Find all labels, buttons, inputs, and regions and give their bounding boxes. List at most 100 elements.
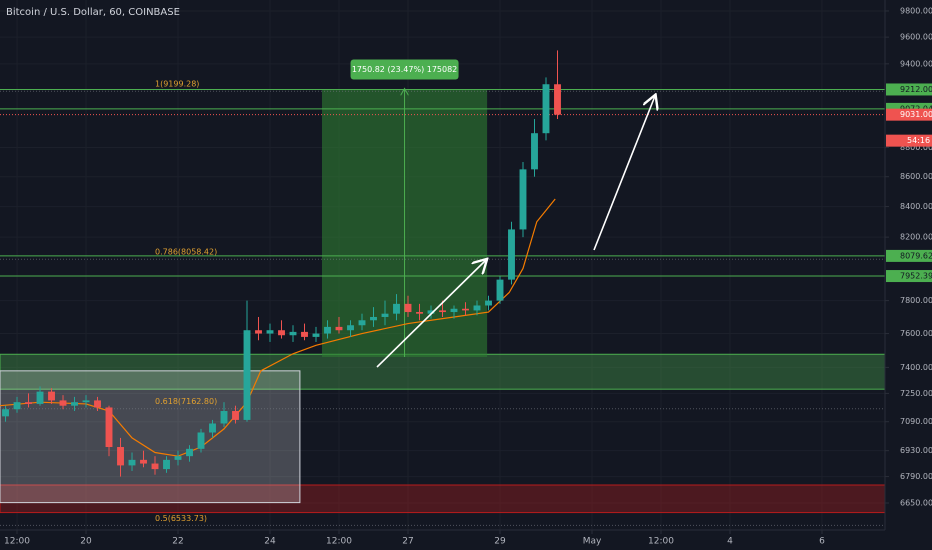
candle-body bbox=[128, 459, 136, 466]
y-tick-label: 9400.00 bbox=[900, 59, 932, 68]
x-tick-label: May bbox=[583, 537, 602, 547]
candle-body bbox=[427, 310, 435, 314]
countdown: 54:16 bbox=[907, 136, 930, 145]
y-tick-label: 8200.00 bbox=[900, 233, 932, 242]
level-label-box bbox=[886, 270, 932, 283]
candle-body bbox=[140, 459, 147, 464]
candle-body bbox=[473, 305, 481, 311]
fib-label: 0.786(8058.42) bbox=[155, 248, 217, 257]
axes: 9800.00 9600.00 9400.00 8800.00 8600.00 8400.… bbox=[4, 6, 932, 547]
candle-body bbox=[278, 330, 285, 336]
x-tick-label: 6 bbox=[819, 537, 825, 547]
y-tick-label: 7600.00 bbox=[900, 329, 932, 338]
candle-body bbox=[197, 432, 205, 449]
y-tick-label: 7400.00 bbox=[900, 363, 932, 372]
range-box bbox=[0, 370, 301, 504]
level-label-box bbox=[886, 83, 932, 96]
candle-body bbox=[508, 229, 515, 280]
candle-body bbox=[301, 331, 308, 337]
trend-arrow bbox=[593, 96, 655, 251]
y-tick-label: 6930.00 bbox=[900, 446, 932, 455]
y-tick-label: 8400.00 bbox=[900, 202, 932, 211]
y-tick-label: 6650.00 bbox=[900, 499, 932, 508]
y-tick-label: 9800.00 bbox=[900, 6, 932, 15]
x-tick-label: 27 bbox=[402, 537, 413, 547]
candle-body bbox=[117, 447, 124, 466]
candle-body bbox=[105, 407, 113, 448]
candle-body bbox=[209, 423, 216, 433]
candle-body bbox=[186, 448, 193, 457]
x-tick-label: 29 bbox=[494, 537, 506, 547]
candle-body bbox=[82, 400, 90, 403]
candle-body bbox=[25, 402, 32, 404]
candle-body bbox=[393, 303, 400, 314]
candle-body bbox=[485, 300, 492, 306]
candle-body bbox=[59, 400, 67, 406]
y-tick-label: 7250.00 bbox=[900, 389, 932, 398]
zone bbox=[0, 484, 886, 514]
candle-body bbox=[243, 330, 251, 420]
candle-body bbox=[312, 333, 320, 337]
candle-body bbox=[266, 330, 274, 334]
candle-body bbox=[381, 313, 389, 317]
candle-body bbox=[36, 391, 44, 404]
candles bbox=[0, 50, 561, 477]
level-label-box bbox=[886, 249, 932, 262]
fib-label: 1(9199.28) bbox=[155, 80, 199, 89]
measure-label: 1750.82 (23.47%) 175082 bbox=[352, 65, 457, 74]
y-tick-label: 6790.00 bbox=[900, 472, 932, 481]
measure-label-box bbox=[350, 59, 459, 80]
x-tick-label: 12:00 bbox=[648, 537, 674, 547]
level-label: 9212.00 bbox=[900, 85, 932, 94]
level-label: 8079.62 bbox=[900, 251, 932, 260]
level-label-box bbox=[886, 108, 932, 121]
candle-body bbox=[2, 409, 9, 417]
y-tick-label: 8800.00 bbox=[900, 143, 932, 152]
grid bbox=[0, 0, 885, 530]
candle-body bbox=[404, 303, 412, 313]
candle-body bbox=[531, 133, 538, 170]
candle-body bbox=[450, 308, 458, 313]
countdown-box bbox=[886, 134, 932, 147]
x-tick-label: 22 bbox=[172, 537, 183, 547]
candle-body bbox=[542, 84, 550, 134]
chart-title: Bitcoin / U.S. Dollar, 60, COINBASE bbox=[6, 7, 180, 18]
candle-body bbox=[324, 326, 331, 334]
candle-body bbox=[94, 400, 101, 408]
x-tick-label: 24 bbox=[264, 537, 276, 547]
candle-body bbox=[358, 320, 366, 326]
x-tick-label: 4 bbox=[727, 537, 733, 547]
candle-body bbox=[163, 459, 170, 470]
candle-body bbox=[335, 326, 343, 331]
candle-body bbox=[462, 308, 469, 311]
x-tick-label: 12:00 bbox=[4, 537, 30, 547]
fib-label: 0.5(6533.73) bbox=[155, 514, 207, 523]
fib-label: 0.618(7162.80) bbox=[155, 397, 217, 406]
candle-body bbox=[255, 330, 262, 334]
candle-body bbox=[370, 316, 377, 321]
y-tick-label: 7090.00 bbox=[900, 417, 932, 426]
candle-body bbox=[13, 402, 21, 410]
candle-body bbox=[416, 312, 423, 314]
candle-body bbox=[174, 456, 182, 460]
y-tick-label: 7800.00 bbox=[900, 296, 932, 305]
candle-body bbox=[347, 325, 354, 331]
candle-body bbox=[48, 391, 55, 401]
candle-body bbox=[439, 310, 446, 313]
x-tick-label: 20 bbox=[80, 537, 92, 547]
level-label: 7952.39 bbox=[900, 272, 932, 281]
candle-body bbox=[71, 402, 78, 406]
candle-body bbox=[220, 411, 228, 424]
candle-body bbox=[519, 169, 527, 230]
candle-body bbox=[496, 279, 504, 301]
candle-body bbox=[232, 411, 239, 420]
candle-body bbox=[554, 84, 561, 115]
x-tick-label: 12:00 bbox=[326, 537, 352, 547]
y-tick-label: 8600.00 bbox=[900, 172, 932, 181]
candle-body bbox=[151, 463, 159, 470]
candle-body bbox=[289, 331, 297, 336]
y-tick-label: 9600.00 bbox=[900, 33, 932, 42]
trend-arrow bbox=[376, 260, 486, 368]
level-label: 9031.00 bbox=[900, 110, 932, 119]
